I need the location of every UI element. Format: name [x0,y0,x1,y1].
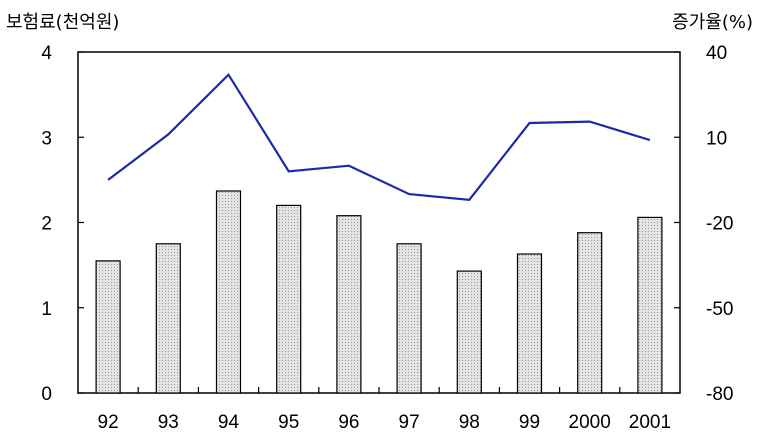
x-tick-label: 99 [519,412,540,433]
right-axis-ticks: 40 10 -20 -50 -80 [674,43,733,405]
bar [456,270,482,394]
line-path [107,72,651,201]
bar [516,253,543,394]
x-tick-label: 92 [98,412,119,433]
left-tick-label: 0 [41,384,52,405]
right-tick-label: 10 [706,128,727,149]
x-tick-label: 2000 [569,412,611,433]
left-tick-label: 3 [41,128,52,149]
x-tick-label: 98 [459,412,480,433]
bar [95,260,121,394]
bar [637,216,663,394]
bar [336,215,362,394]
x-tick-label: 93 [158,412,179,433]
left-axis-title: 보험료(천억원) [6,12,119,33]
x-tick-label: 95 [278,412,299,433]
right-tick-label: -20 [706,214,733,235]
x-tick-label: 2001 [629,412,671,433]
right-tick-label: 40 [706,43,727,64]
left-tick-label: 2 [41,214,52,235]
right-axis-title: 증가율(%) [672,12,753,33]
line-series [107,72,651,201]
right-tick-label: -50 [706,299,733,320]
right-tick-label: -80 [706,384,733,405]
bar-series [95,190,663,394]
left-tick-label: 1 [41,299,52,320]
bar [155,243,181,394]
bar [215,190,242,394]
left-axis-ticks: 4 3 2 1 0 [41,43,84,405]
bar [396,243,422,394]
bar [276,204,302,394]
x-tick-label: 94 [218,412,240,433]
left-tick-label: 4 [41,43,52,64]
x-axis-ticks: 92 93 94 95 96 97 98 99 2000 2001 [98,387,671,433]
x-tick-label: 96 [338,412,359,433]
x-tick-label: 97 [399,412,420,433]
bar [577,232,603,394]
